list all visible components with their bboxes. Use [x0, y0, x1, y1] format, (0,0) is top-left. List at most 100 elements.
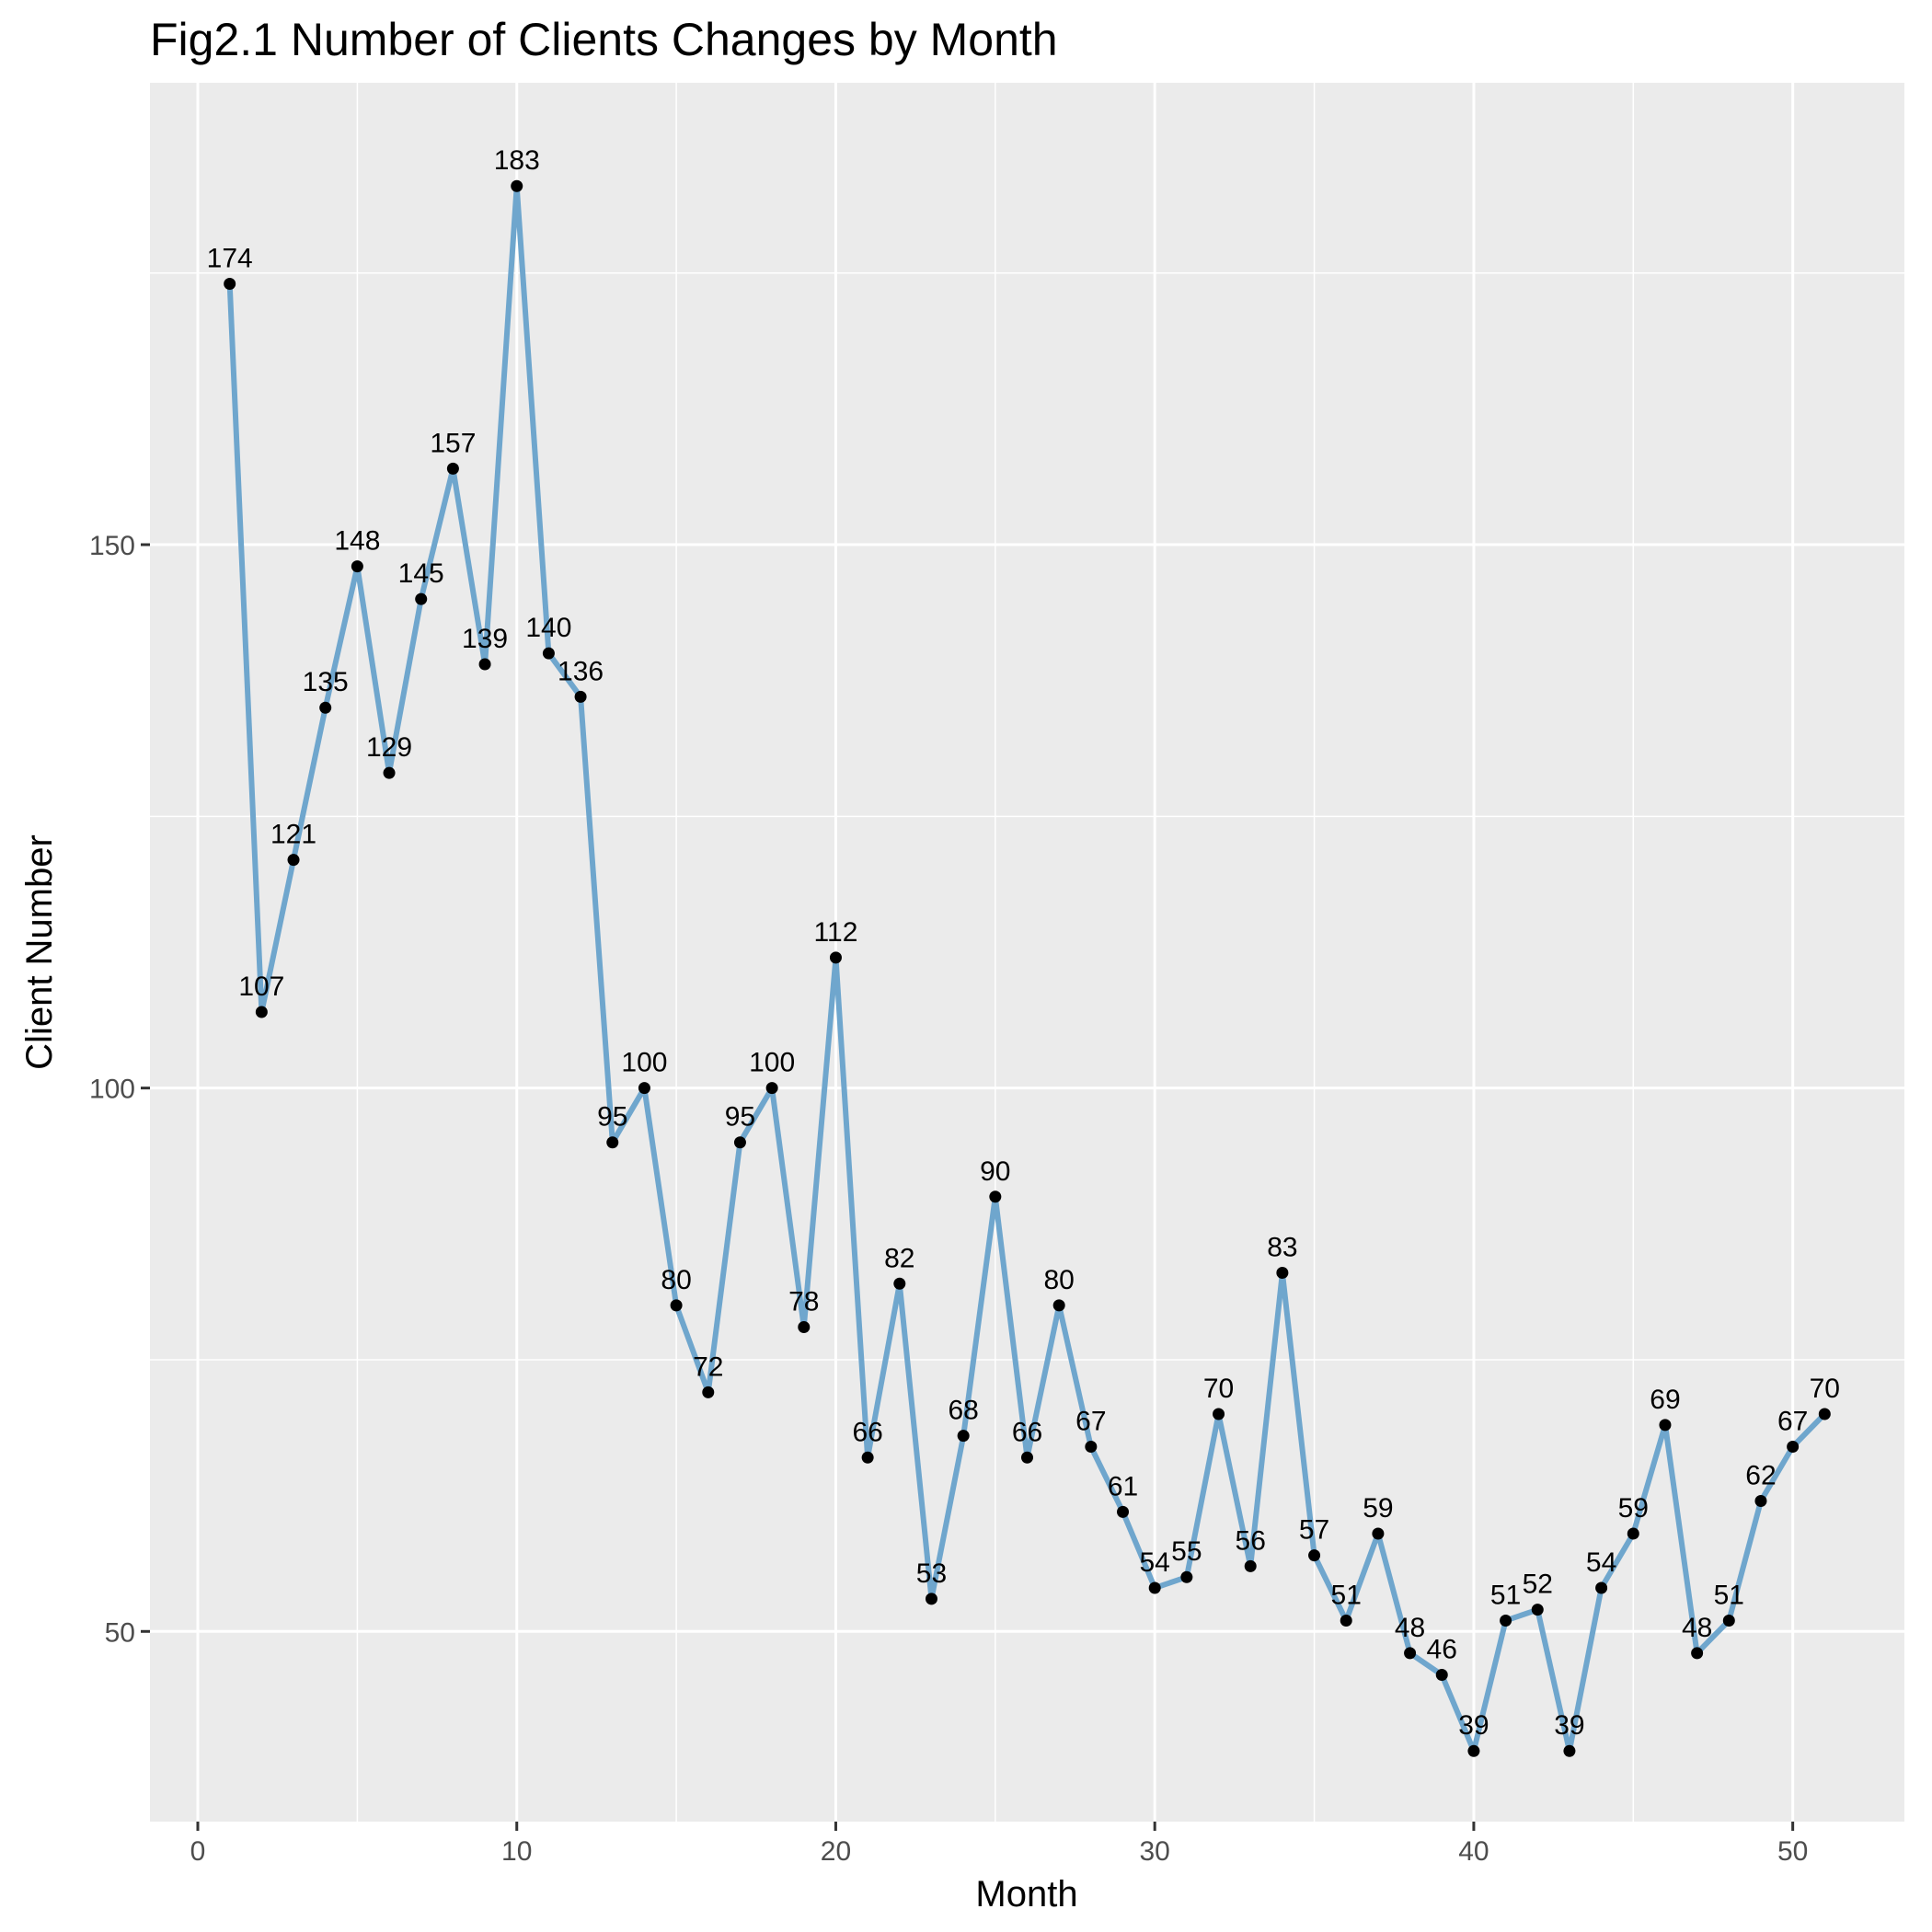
data-point: [478, 658, 491, 671]
data-label: 70: [1203, 1374, 1234, 1404]
x-axis-title: Month: [975, 1874, 1077, 1915]
x-tick-label: 50: [1777, 1836, 1808, 1867]
data-label: 68: [948, 1396, 978, 1426]
data-label: 39: [1458, 1710, 1489, 1741]
minor-gridlines: [150, 83, 1904, 1822]
data-point: [1435, 1669, 1448, 1682]
data-labels: 174 107 121 135 148 129 145 157 139 183 140 136 95 10…: [207, 145, 1840, 1741]
data-point: [1276, 1266, 1289, 1279]
data-label: 66: [1012, 1417, 1042, 1447]
y-tick-label: 100: [89, 1075, 135, 1105]
y-axis-title: Client Number: [19, 834, 60, 1070]
data-label: 83: [1267, 1232, 1297, 1262]
y-tick-label: 50: [105, 1617, 135, 1648]
data-label: 72: [693, 1351, 723, 1382]
tick-labels: 0 10 20 30 40 50 50 100 150: [89, 531, 1808, 1867]
data-label: 82: [884, 1243, 914, 1273]
data-label: 112: [814, 917, 858, 948]
chart-title: Fig2.1 Number of Clients Changes by Mont…: [150, 14, 1058, 65]
data-point: [1085, 1440, 1098, 1453]
data-label: 121: [270, 820, 316, 850]
data-label: 129: [366, 732, 412, 763]
data-point: [1052, 1299, 1065, 1312]
data-point: [1659, 1419, 1672, 1432]
data-point: [1404, 1647, 1417, 1660]
data-point: [829, 951, 842, 964]
data-point: [989, 1190, 1002, 1203]
data-point: [1021, 1451, 1033, 1464]
data-point: [1595, 1581, 1608, 1594]
data-label: 67: [1075, 1406, 1106, 1436]
x-tick-label: 10: [501, 1836, 532, 1867]
data-label: 140: [525, 613, 571, 643]
data-label: 54: [1140, 1547, 1170, 1578]
data-label: 51: [1490, 1580, 1521, 1610]
data-point: [638, 1082, 650, 1095]
data-point: [287, 854, 300, 867]
data-point: [415, 592, 428, 605]
data-point: [383, 766, 396, 779]
data-label: 136: [558, 656, 604, 686]
data-label: 52: [1523, 1570, 1553, 1600]
data-point: [702, 1386, 715, 1398]
data-point: [1244, 1559, 1257, 1572]
data-label: 53: [916, 1558, 947, 1589]
data-point: [670, 1299, 683, 1312]
y-tick-label: 150: [89, 531, 135, 561]
data-point: [893, 1277, 906, 1290]
data-label: 100: [749, 1048, 795, 1078]
data-point: [319, 701, 332, 714]
data-label: 48: [1682, 1613, 1712, 1643]
data-point: [1691, 1647, 1704, 1660]
data-point: [861, 1451, 874, 1464]
data-label: 62: [1745, 1461, 1776, 1491]
data-label: 66: [852, 1417, 882, 1447]
data-point: [542, 647, 555, 660]
data-label: 57: [1299, 1515, 1329, 1546]
data-point: [1117, 1505, 1130, 1518]
data-point: [1563, 1744, 1576, 1757]
data-label: 139: [462, 624, 508, 654]
data-point: [798, 1321, 811, 1334]
data-label: 80: [661, 1265, 691, 1295]
x-tick-label: 0: [190, 1836, 206, 1867]
data-point: [1627, 1527, 1639, 1540]
x-tick-label: 30: [1140, 1836, 1170, 1867]
data-label: 67: [1777, 1406, 1808, 1436]
data-point: [1213, 1408, 1225, 1420]
data-label: 90: [980, 1156, 1010, 1187]
data-point: [1308, 1549, 1321, 1562]
data-points: [224, 179, 1831, 1757]
data-point: [224, 278, 236, 291]
data-point: [1180, 1570, 1193, 1583]
data-label: 46: [1427, 1635, 1457, 1665]
data-label: 148: [334, 526, 380, 557]
data-label: 135: [303, 667, 349, 697]
data-label: 59: [1363, 1493, 1393, 1524]
data-label: 70: [1810, 1374, 1840, 1404]
plot-panel: [150, 83, 1904, 1822]
data-point: [1531, 1604, 1544, 1616]
data-label: 48: [1395, 1613, 1425, 1643]
data-point: [606, 1136, 619, 1149]
data-point: [1372, 1527, 1385, 1540]
major-gridlines: [150, 83, 1904, 1822]
data-point: [1340, 1614, 1352, 1627]
data-point: [733, 1136, 746, 1149]
axis-ticks: [141, 543, 1795, 1831]
data-label: 107: [238, 972, 284, 1002]
data-label: 39: [1554, 1710, 1584, 1741]
data-point: [446, 462, 459, 475]
data-label: 80: [1043, 1265, 1074, 1295]
data-label: 95: [597, 1102, 627, 1133]
data-label: 59: [1618, 1493, 1649, 1524]
data-label: 78: [788, 1287, 819, 1317]
data-point: [1722, 1614, 1735, 1627]
data-point: [1754, 1495, 1767, 1508]
data-point: [1148, 1581, 1161, 1594]
data-point: [511, 179, 523, 192]
data-label: 174: [207, 244, 253, 274]
data-label: 51: [1714, 1580, 1744, 1610]
data-label: 69: [1650, 1385, 1680, 1415]
